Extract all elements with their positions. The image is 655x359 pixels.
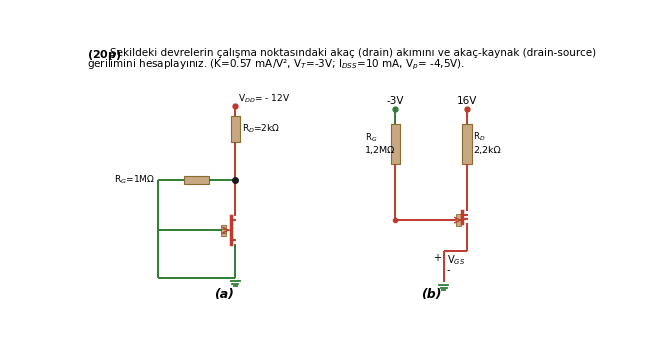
Text: V$_{GS}$: V$_{GS}$ <box>447 253 465 267</box>
Bar <box>221 228 226 233</box>
Bar <box>456 214 461 226</box>
Bar <box>391 124 400 164</box>
Bar <box>221 233 226 236</box>
Text: 2,2kΩ: 2,2kΩ <box>473 146 501 155</box>
Text: Şekildeki devrelerin çalışma noktasındaki akaç (drain) akımını ve akaç-kaynak (d: Şekildeki devrelerin çalışma noktasındak… <box>109 48 596 58</box>
Text: -3V: -3V <box>386 96 404 106</box>
Bar <box>221 225 226 229</box>
Text: R$_G$: R$_G$ <box>365 131 377 144</box>
Text: R$_D$: R$_D$ <box>473 131 485 143</box>
Bar <box>462 124 472 164</box>
Text: 1,2MΩ: 1,2MΩ <box>365 146 395 155</box>
Text: R$_G$=1MΩ: R$_G$=1MΩ <box>114 174 155 186</box>
Text: R$_D$=2kΩ: R$_D$=2kΩ <box>242 123 280 135</box>
Text: (a): (a) <box>214 288 234 301</box>
Text: gerilimini hesaplayınız. (K=0.57 mA/V², V$_T$=-3V; I$_{DSS}$=10 mA, V$_p$= -4,5V: gerilimini hesaplayınız. (K=0.57 mA/V², … <box>87 58 466 72</box>
Bar <box>231 116 240 142</box>
Text: +: + <box>433 253 441 263</box>
Text: $\bf{(20p)}$: $\bf{(20p)}$ <box>87 48 122 62</box>
Text: (b): (b) <box>421 288 441 301</box>
Text: 16V: 16V <box>457 96 477 106</box>
Text: V$_{DD}$= - 12V: V$_{DD}$= - 12V <box>238 93 290 106</box>
Text: -: - <box>447 265 451 275</box>
Bar <box>185 176 209 185</box>
